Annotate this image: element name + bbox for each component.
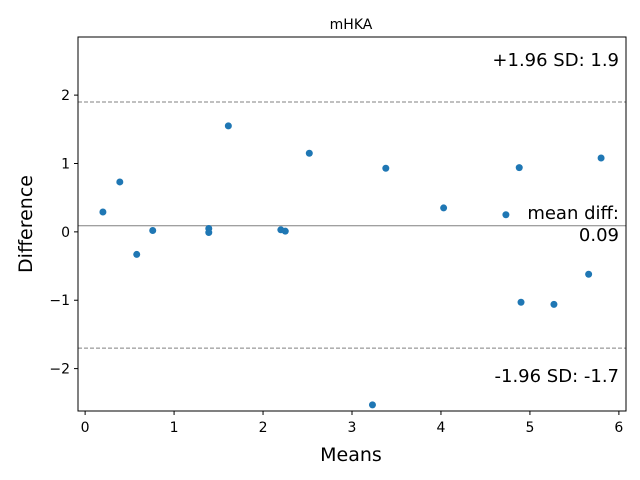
data-point (597, 154, 605, 162)
y-tick-label: −1 (49, 293, 70, 309)
mean-diff-label-line2: 0.09 (579, 225, 619, 246)
y-axis: −2 −1 0 1 2 (49, 88, 78, 378)
y-axis-title: Difference (15, 175, 37, 273)
data-point (305, 149, 313, 157)
data-point (116, 178, 124, 186)
x-axis-title: Means (320, 444, 382, 466)
plot-area (78, 101, 626, 409)
data-point (368, 401, 376, 409)
data-point (440, 204, 448, 212)
data-point (133, 250, 141, 258)
upper-limit-label: +1.96 SD: 1.9 (492, 50, 619, 71)
data-point (149, 226, 157, 234)
y-tick-label: 2 (61, 88, 70, 104)
lower-limit-label: -1.96 SD: -1.7 (495, 366, 620, 387)
data-point (382, 164, 390, 172)
x-tick-label: 5 (525, 420, 534, 436)
data-point (99, 208, 107, 216)
y-tick-label: −2 (49, 362, 70, 378)
data-point (585, 270, 593, 278)
x-tick-label: 2 (259, 420, 268, 436)
chart-title: mHKA (330, 17, 373, 33)
data-point (281, 227, 289, 235)
data-point (517, 298, 525, 306)
x-tick-label: 6 (614, 420, 623, 436)
x-tick-label: 1 (170, 420, 179, 436)
data-point (502, 211, 510, 219)
plot-frame (77, 36, 627, 412)
y-tick-label: 1 (61, 156, 70, 172)
data-point (550, 300, 558, 308)
mean-diff-label-line1: mean diff: (527, 203, 619, 224)
x-tick-label: 0 (81, 420, 90, 436)
y-tick-label: 0 (61, 225, 70, 241)
data-point (224, 122, 232, 130)
x-tick-label: 4 (437, 420, 446, 436)
data-point (515, 164, 523, 172)
x-axis: 0 1 2 3 4 5 6 (81, 411, 623, 436)
x-tick-label: 3 (348, 420, 357, 436)
data-point (205, 229, 213, 237)
